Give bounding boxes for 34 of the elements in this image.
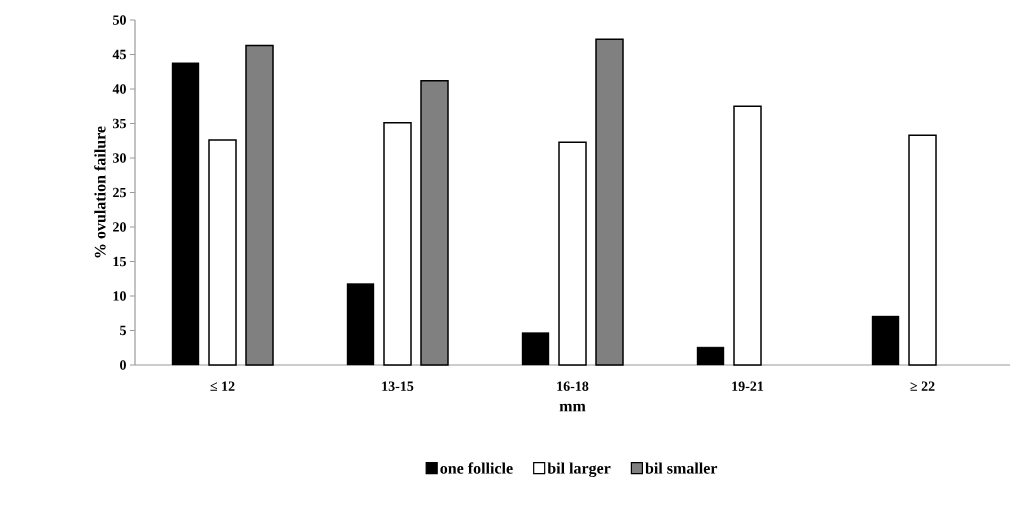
y-tick-label: 20: [113, 222, 126, 232]
bar: [245, 44, 274, 366]
y-tick-label: 30: [113, 153, 126, 163]
y-tick-label: 35: [113, 118, 126, 129]
y-tick-label: 50: [113, 15, 126, 25]
y-tick-label: 25: [113, 187, 126, 198]
bar: [420, 79, 449, 366]
bar: [208, 139, 237, 366]
bar: [871, 315, 900, 366]
bar: [595, 38, 624, 366]
x-tick-label: 13-15: [382, 381, 414, 391]
x-axis-title: mm: [559, 403, 586, 412]
x-tick-label: 16-18: [557, 381, 589, 391]
bar: [521, 332, 550, 366]
bar: [346, 283, 375, 366]
bar: [558, 141, 587, 366]
bar: [696, 346, 725, 366]
legend-label: bil smaller: [645, 462, 718, 474]
bar: [171, 62, 200, 366]
legend-label: one follicle: [440, 462, 513, 474]
y-tick-label: 5: [120, 325, 126, 336]
y-tick-label: 0: [120, 360, 126, 370]
bar: [733, 105, 762, 366]
x-tick-label: 19-21: [732, 381, 764, 391]
y-axis-title: % ovulation failure: [94, 126, 106, 258]
y-tick-label: 40: [112, 84, 126, 94]
y-tick-label: 10: [113, 291, 126, 301]
y-tick-label: 45: [112, 49, 126, 60]
legend-label: bil larger: [547, 462, 611, 478]
x-tick-label: ≥ 22: [910, 381, 935, 391]
bar: [908, 134, 937, 366]
x-tick-label: ≤ 12: [210, 381, 235, 391]
bar: [383, 122, 412, 366]
y-tick-label: 15: [113, 256, 126, 267]
